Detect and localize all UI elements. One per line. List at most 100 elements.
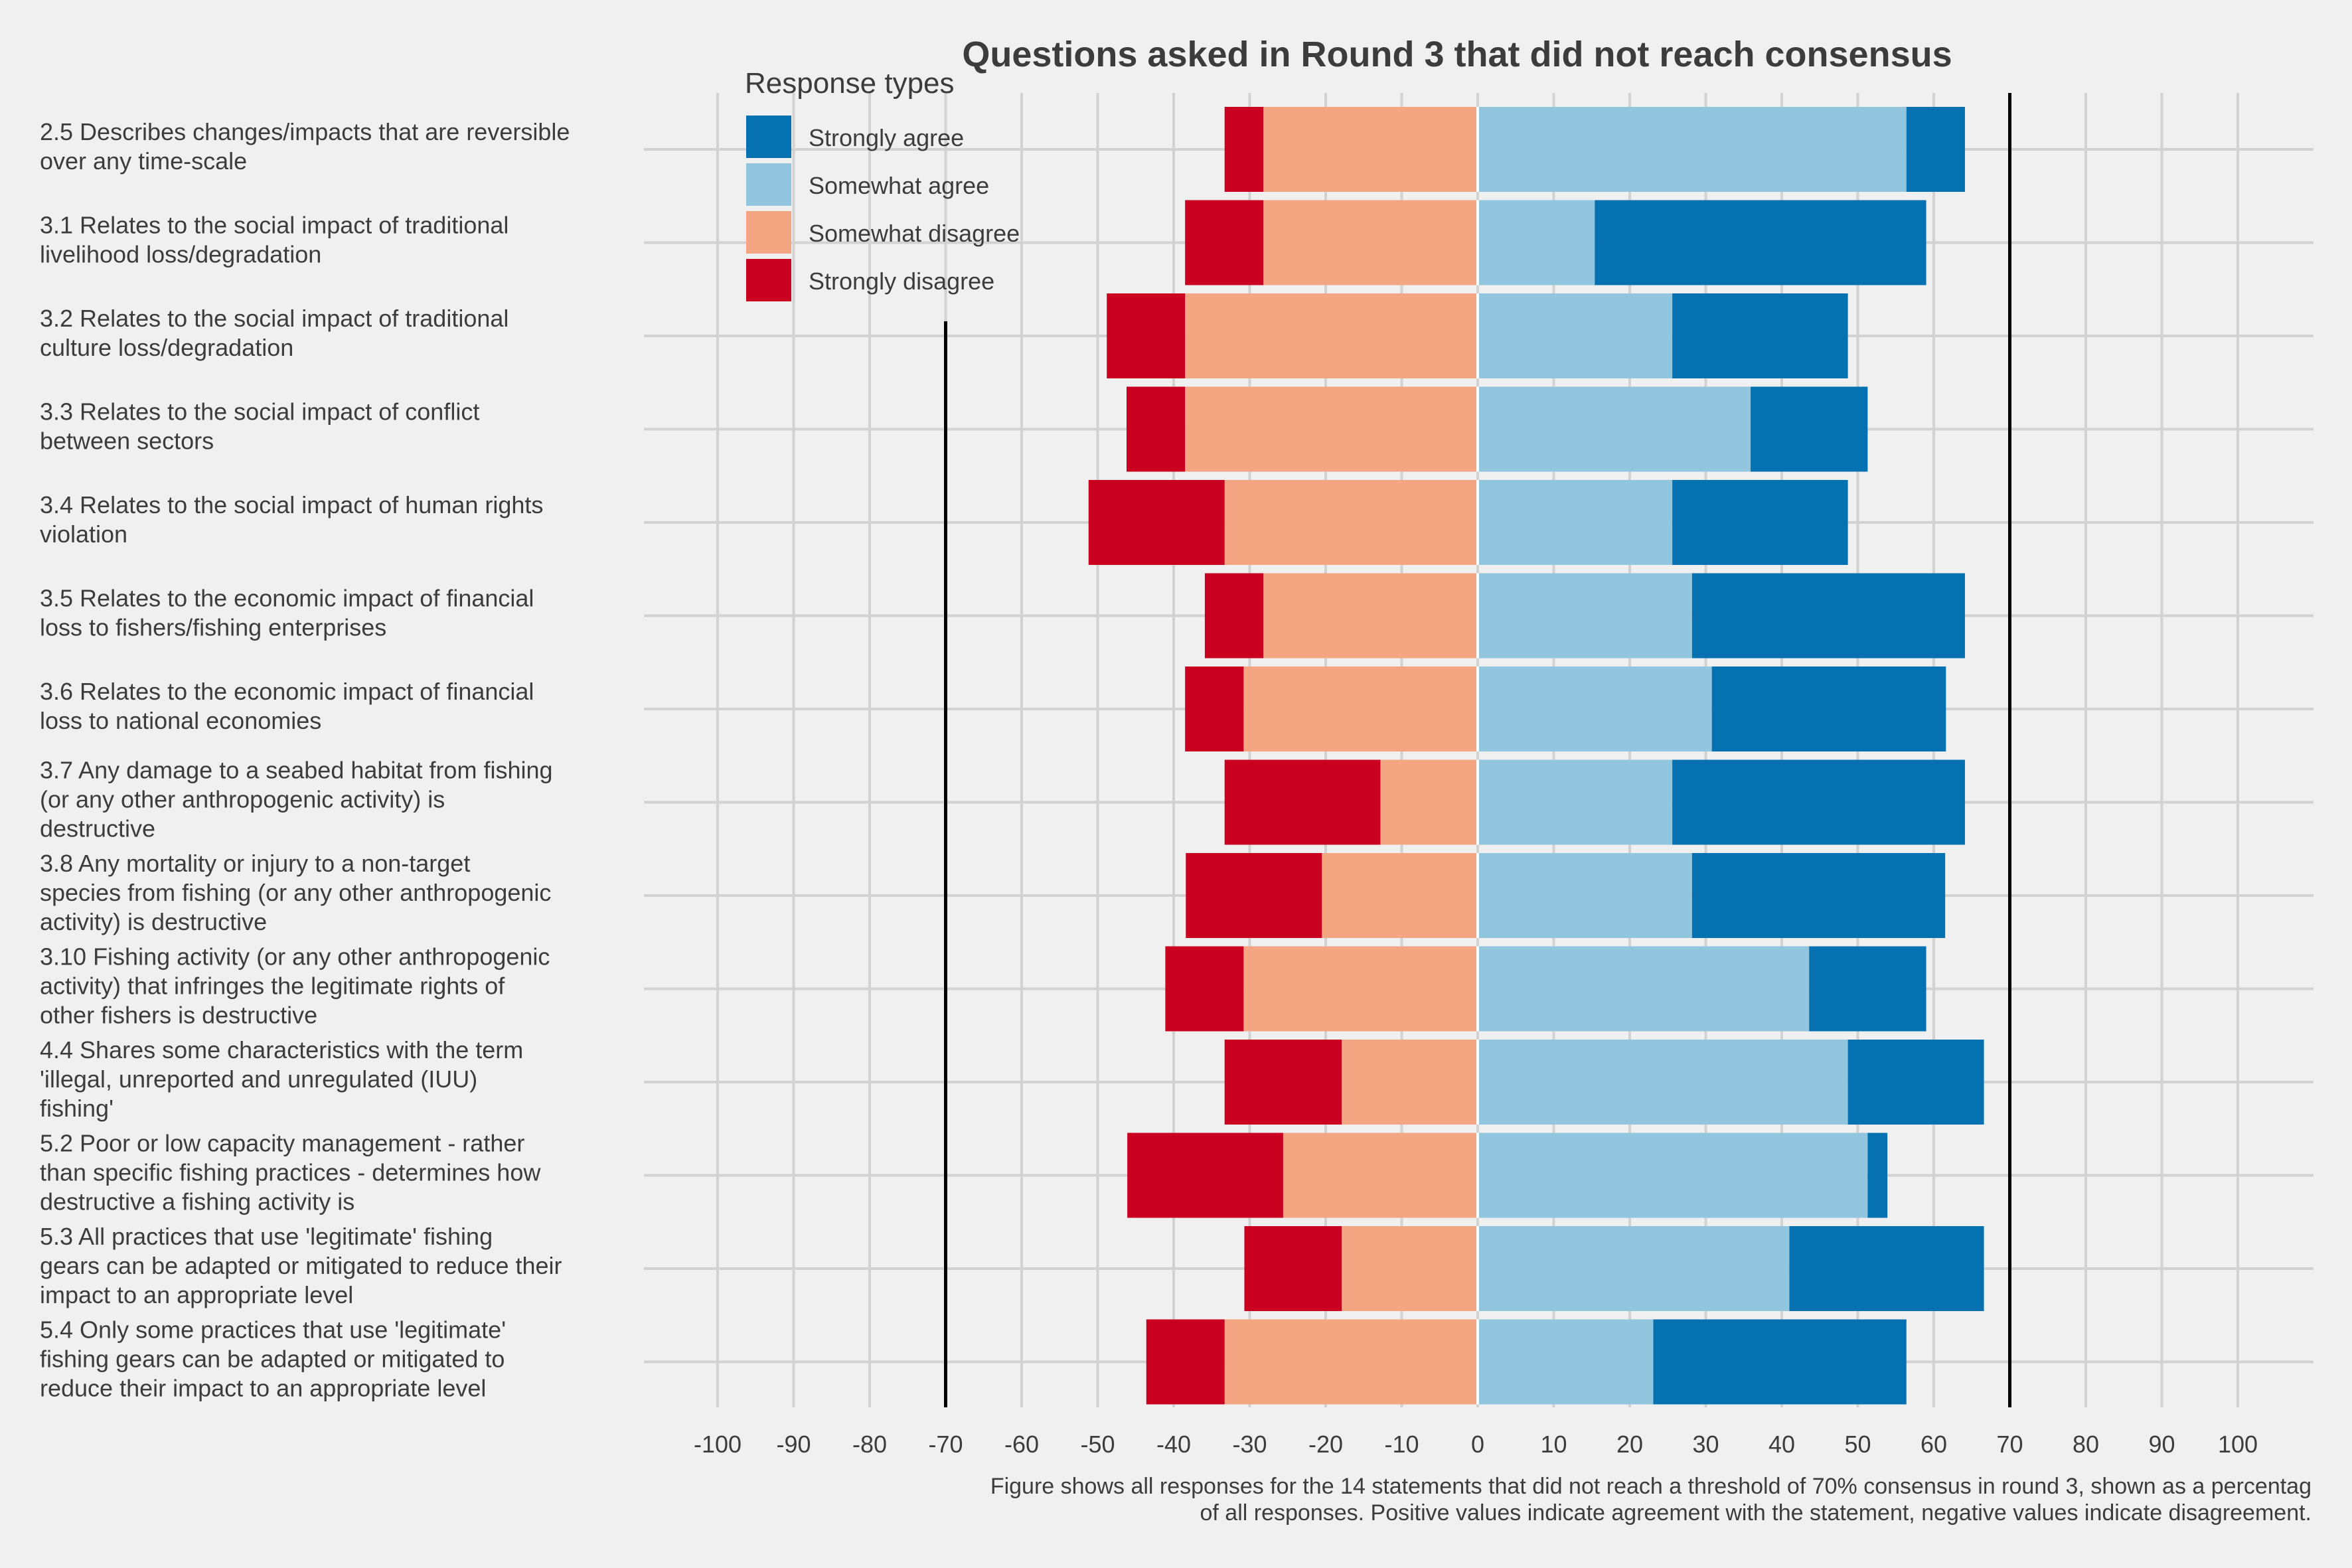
x-tick-label: -100 — [694, 1431, 742, 1458]
bar-strongly-agree — [1595, 200, 1926, 285]
category-label: 5.3 All practices that use 'legitimate' … — [40, 1223, 493, 1250]
bar-strongly-disagree — [1224, 107, 1264, 192]
category-label: 5.4 Only some practices that use 'legiti… — [40, 1316, 506, 1344]
category-label: culture loss/degradation — [40, 334, 293, 361]
bar-somewhat-disagree — [1263, 200, 1478, 285]
bar-somewhat-agree — [1478, 573, 1692, 659]
bar-somewhat-agree — [1478, 1226, 1790, 1311]
category-label: fishing gears can be adapted or mitigate… — [40, 1346, 505, 1373]
category-label: livelihood loss/degradation — [40, 241, 321, 268]
bar-strongly-agree — [1653, 1319, 1907, 1405]
bar-somewhat-agree — [1478, 666, 1712, 751]
legend-label: Somewhat agree — [809, 172, 989, 199]
bar-somewhat-disagree — [1263, 107, 1478, 192]
bar-somewhat-agree — [1478, 200, 1595, 285]
bar-somewhat-agree — [1478, 1133, 1868, 1218]
bar-somewhat-disagree — [1342, 1040, 1478, 1125]
category-label: violation — [40, 520, 127, 548]
category-label: loss to fishers/fishing enterprises — [40, 614, 386, 641]
bar-somewhat-disagree — [1243, 946, 1478, 1032]
x-tick-label: -70 — [928, 1431, 963, 1458]
x-tick-label: 90 — [2148, 1431, 2175, 1458]
bar-strongly-agree — [1906, 107, 1965, 192]
bar-somewhat-disagree — [1224, 1319, 1478, 1405]
reference-lines — [944, 93, 2011, 1407]
bar-strongly-disagree — [1146, 1319, 1225, 1405]
category-label: fishing' — [40, 1095, 114, 1122]
legend-label: Strongly agree — [809, 124, 964, 151]
category-label: other fishers is destructive — [40, 1002, 317, 1029]
x-tick-label: 30 — [1692, 1431, 1719, 1458]
legend-swatch — [746, 116, 791, 158]
bar-somewhat-agree — [1478, 853, 1692, 938]
bar-strongly-agree — [1847, 1040, 1984, 1125]
x-tick-label: -50 — [1080, 1431, 1115, 1458]
category-label: 3.8 Any mortality or injury to a non-tar… — [40, 850, 470, 877]
x-tick-label: 80 — [2073, 1431, 2099, 1458]
bar-strongly-agree — [1691, 573, 1965, 659]
bar-somewhat-disagree — [1185, 293, 1478, 378]
legend: Response types Strongly agree Somewhat ag… — [745, 67, 1020, 301]
category-label: 3.7 Any damage to a seabed habitat from … — [40, 757, 553, 784]
x-tick-label: -10 — [1384, 1431, 1419, 1458]
bar-somewhat-disagree — [1263, 573, 1478, 659]
bar-somewhat-disagree — [1283, 1133, 1478, 1218]
bar-somewhat-agree — [1478, 1040, 1848, 1125]
bar-somewhat-agree — [1478, 759, 1673, 845]
bar-somewhat-agree — [1478, 293, 1673, 378]
bar-strongly-disagree — [1127, 1133, 1283, 1218]
caption-line-1: Figure shows all responses for the 14 st… — [990, 1474, 2312, 1499]
category-label: 3.3 Relates to the social impact of conf… — [40, 398, 479, 426]
category-label: 3.4 Relates to the social impact of huma… — [40, 491, 543, 518]
category-label: impact to an appropriate level — [40, 1281, 353, 1308]
bar-strongly-disagree — [1224, 759, 1381, 845]
bar-somewhat-agree — [1478, 946, 1810, 1032]
category-label: between sectors — [40, 428, 214, 455]
caption-line-2: of all responses. Positive values indica… — [1200, 1500, 2312, 1526]
category-label: over any time-scale — [40, 147, 247, 175]
category-label: 3.2 Relates to the social impact of trad… — [40, 305, 509, 332]
x-tick-label: -30 — [1232, 1431, 1267, 1458]
x-tick-label: 70 — [1996, 1431, 2023, 1458]
x-tick-label: 50 — [1844, 1431, 1871, 1458]
x-tick-label: -20 — [1308, 1431, 1343, 1458]
bar-strongly-disagree — [1127, 386, 1186, 472]
bar-somewhat-disagree — [1380, 759, 1478, 845]
x-tick-labels: -100 -90 -80 -70 -60 -50 -40 -30 -20 -10 0 10 20 30 40… — [694, 1431, 2258, 1458]
category-label: loss to national economies — [40, 707, 321, 734]
bar-somewhat-agree — [1478, 480, 1673, 565]
bar-strongly-agree — [1789, 1226, 1984, 1311]
bar-strongly-agree — [1691, 853, 1946, 938]
bar-strongly-disagree — [1244, 1226, 1342, 1311]
category-label: 'illegal, unreported and unregulated (IU… — [40, 1065, 477, 1093]
bar-somewhat-disagree — [1185, 386, 1478, 472]
category-label: 3.6 Relates to the economic impact of fi… — [40, 678, 534, 705]
x-tick-label: -80 — [852, 1431, 887, 1458]
bar-somewhat-disagree — [1322, 853, 1478, 938]
category-label: (or any other anthropogenic activity) is — [40, 786, 445, 813]
chart-title: Questions asked in Round 3 that did not … — [962, 35, 1952, 74]
x-tick-label: -40 — [1156, 1431, 1191, 1458]
legend-swatch — [746, 259, 791, 301]
bar-somewhat-agree — [1478, 107, 1907, 192]
bar-strongly-agree — [1751, 386, 1868, 472]
category-label: activity) that infringes the legitimate … — [40, 973, 505, 1000]
bar-somewhat-agree — [1478, 386, 1751, 472]
category-label: species from fishing (or any other anthr… — [40, 879, 551, 906]
x-tick-label: 100 — [2218, 1431, 2258, 1458]
legend-title: Response types — [745, 67, 955, 100]
bar-strongly-agree — [1672, 293, 1848, 378]
bar-strongly-agree — [1672, 759, 1965, 845]
bars — [1088, 107, 1984, 1405]
category-label: destructive — [40, 815, 155, 842]
bar-strongly-disagree — [1224, 1040, 1342, 1125]
category-label: 5.2 Poor or low capacity management - ra… — [40, 1130, 524, 1157]
bar-strongly-agree — [1711, 666, 1946, 751]
category-label: than specific fishing practices - determ… — [40, 1159, 541, 1186]
legend-swatch — [746, 211, 791, 254]
x-tick-label: 40 — [1768, 1431, 1795, 1458]
category-label: 4.4 Shares some characteristics with the… — [40, 1036, 523, 1063]
legend-label: Somewhat disagree — [809, 220, 1020, 247]
x-tick-label: 60 — [1921, 1431, 1947, 1458]
